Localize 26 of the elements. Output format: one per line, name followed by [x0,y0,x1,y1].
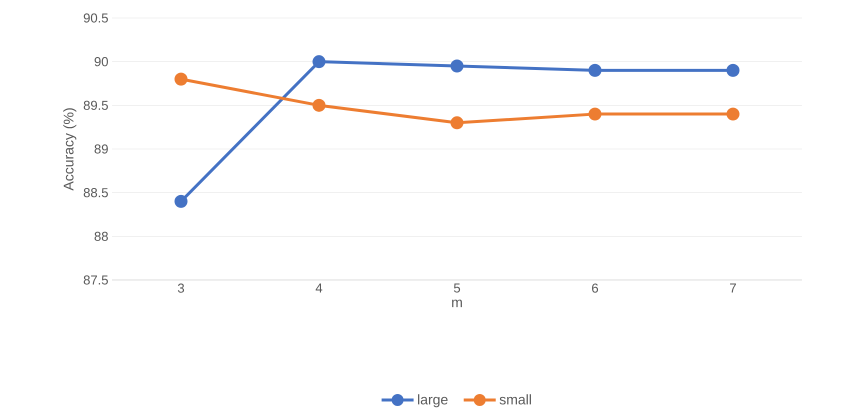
legend-label: small [500,394,531,405]
point [450,60,464,73]
x-tick-label: 6 [592,284,598,293]
y-tick-label: 88.5 [84,188,108,198]
point [174,194,188,208]
point [450,116,464,130]
x-tick-label: 5 [454,284,460,293]
legend-label: large [418,394,448,408]
x-tick-label: 3 [178,284,184,293]
point [588,64,602,77]
point [726,64,740,77]
point [312,55,326,68]
y-tick-label: 90.5 [84,13,108,23]
x-axis-title: m [452,300,462,308]
point [174,72,188,86]
y-tick-label: 87.5 [84,275,108,285]
point [312,98,326,112]
x-tick-label: 4 [316,284,322,292]
x-tick-label: 7 [730,284,736,292]
y-tick-label: 88 [94,232,108,241]
y-tick-label: 89.5 [84,100,108,110]
point [588,108,602,121]
point [726,108,740,121]
y-tick-label: 89 [94,144,108,154]
y-axis-title: Accuracy (%) [63,108,76,191]
y-tick-label: 90 [94,57,108,66]
